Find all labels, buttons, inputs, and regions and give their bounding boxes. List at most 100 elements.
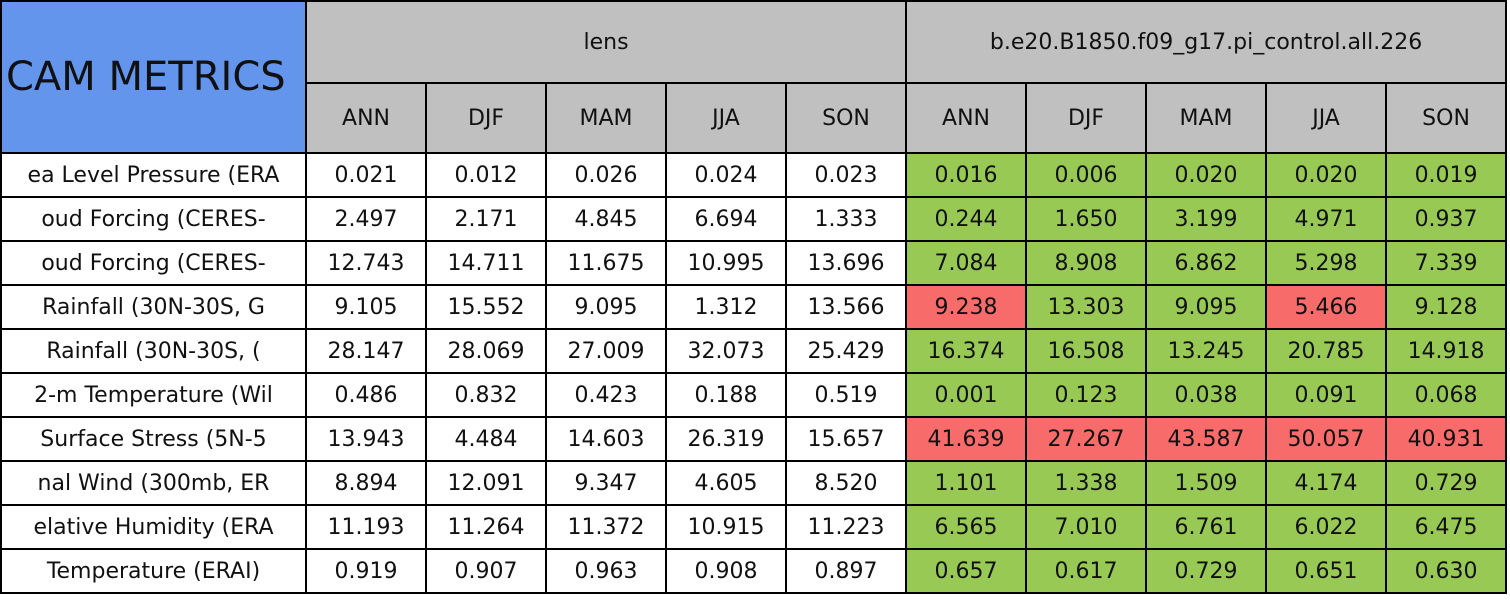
- season-header: ANN: [305, 82, 427, 154]
- value-cell: 27.267: [1025, 416, 1148, 462]
- value-cell: 15.552: [425, 284, 547, 330]
- value-cell: 9.128: [1385, 284, 1508, 330]
- value-cell: 0.023: [784, 152, 908, 198]
- value-cell: 7.084: [905, 240, 1028, 286]
- value-cell: 0.012: [425, 152, 547, 198]
- table-row: elative Humidity (ERA 11.193 11.264 11.372 1…: [0, 504, 1508, 550]
- row-label: Surface Stress (5N-5: [0, 416, 307, 462]
- value-cell: 1.333: [784, 196, 908, 242]
- table-row: ea Level Pressure (ERA 0.021 0.012 0.026 0.0…: [0, 152, 1508, 198]
- row-label: elative Humidity (ERA: [0, 504, 307, 550]
- value-cell: 13.696: [784, 240, 908, 286]
- value-cell: 0.963: [545, 548, 667, 594]
- value-cell: 1.650: [1025, 196, 1148, 242]
- table-row: 2-m Temperature (Wil 0.486 0.832 0.423 0.188…: [0, 372, 1508, 418]
- value-cell: 0.617: [1025, 548, 1148, 594]
- value-cell: 6.475: [1385, 504, 1508, 550]
- value-cell: 0.729: [1145, 548, 1268, 594]
- value-cell: 11.372: [545, 504, 667, 550]
- value-cell: 0.486: [305, 372, 427, 418]
- value-cell: 9.238: [905, 284, 1028, 330]
- group-header: b.e20.B1850.f09_g17.pi_control.all.226: [905, 0, 1508, 84]
- season-header: MAM: [545, 82, 667, 154]
- value-cell: 0.020: [1145, 152, 1268, 198]
- value-cell: 4.845: [545, 196, 667, 242]
- value-cell: 1.101: [905, 460, 1028, 506]
- value-cell: 0.937: [1385, 196, 1508, 242]
- group-header: lens: [304, 0, 908, 84]
- value-cell: 1.338: [1025, 460, 1148, 506]
- value-cell: 3.199: [1145, 196, 1268, 242]
- value-cell: 0.244: [905, 196, 1028, 242]
- value-cell: 14.918: [1385, 328, 1508, 374]
- value-cell: 0.123: [1025, 372, 1148, 418]
- value-cell: 2.171: [425, 196, 547, 242]
- value-cell: 11.675: [545, 240, 667, 286]
- season-header: SON: [1385, 82, 1508, 154]
- season-header: DJF: [1025, 82, 1148, 154]
- value-cell: 6.694: [665, 196, 787, 242]
- value-cell: 8.908: [1025, 240, 1148, 286]
- value-cell: 1.312: [665, 284, 787, 330]
- value-cell: 0.657: [905, 548, 1028, 594]
- value-cell: 28.147: [305, 328, 427, 374]
- value-cell: 4.174: [1265, 460, 1388, 506]
- table-row: oud Forcing (CERES- 2.497 2.171 4.845 6.694 1…: [0, 196, 1508, 242]
- value-cell: 41.639: [905, 416, 1028, 462]
- value-cell: 4.971: [1265, 196, 1388, 242]
- value-cell: 6.761: [1145, 504, 1268, 550]
- value-cell: 0.091: [1265, 372, 1388, 418]
- value-cell: 4.605: [665, 460, 787, 506]
- season-header: JJA: [665, 82, 787, 154]
- value-cell: 11.223: [784, 504, 908, 550]
- table-row: Surface Stress (5N-5 13.943 4.484 14.603 26.…: [0, 416, 1508, 462]
- value-cell: 16.508: [1025, 328, 1148, 374]
- row-label: ea Level Pressure (ERA: [0, 152, 307, 198]
- value-cell: 0.423: [545, 372, 667, 418]
- value-cell: 9.105: [305, 284, 427, 330]
- table-row: oud Forcing (CERES- 12.743 14.711 11.675 10.…: [0, 240, 1508, 286]
- value-cell: 0.897: [784, 548, 908, 594]
- value-cell: 25.429: [784, 328, 908, 374]
- row-label: oud Forcing (CERES-: [0, 196, 307, 242]
- value-cell: 6.565: [905, 504, 1028, 550]
- season-header: ANN: [905, 82, 1028, 154]
- value-cell: 0.068: [1385, 372, 1508, 418]
- table-row: Rainfall (30N-30S, (28.147 28.069 27.009 32…: [0, 328, 1508, 374]
- value-cell: 11.193: [305, 504, 427, 550]
- value-cell: 15.657: [784, 416, 908, 462]
- row-label: 2-m Temperature (Wil: [0, 372, 307, 418]
- corner-title: CAM METRICS: [0, 0, 307, 154]
- value-cell: 27.009: [545, 328, 667, 374]
- value-cell: 0.729: [1385, 460, 1508, 506]
- value-cell: 13.566: [784, 284, 908, 330]
- value-cell: 32.073: [665, 328, 787, 374]
- value-cell: 12.743: [305, 240, 427, 286]
- value-cell: 13.245: [1145, 328, 1268, 374]
- value-cell: 13.943: [305, 416, 427, 462]
- value-cell: 0.832: [425, 372, 547, 418]
- season-header: JJA: [1265, 82, 1388, 154]
- value-cell: 10.915: [665, 504, 787, 550]
- value-cell: 43.587: [1145, 416, 1268, 462]
- table-row: ANN DJF MAM JJA SON ANN DJF MAM JJA SON: [1, 82, 1508, 154]
- value-cell: 0.001: [905, 372, 1028, 418]
- value-cell: 12.091: [425, 460, 547, 506]
- value-cell: 20.785: [1265, 328, 1388, 374]
- value-cell: 0.919: [305, 548, 427, 594]
- table-row: Rainfall (30N-30S, G 9.105 15.552 9.095 1.31…: [0, 284, 1508, 330]
- season-header: SON: [784, 82, 908, 154]
- value-cell: 0.188: [665, 372, 787, 418]
- table-row: Temperature (ERAI) 0.919 0.907 0.963 0.908 0.…: [0, 548, 1508, 594]
- value-cell: 0.019: [1385, 152, 1508, 198]
- value-cell: 5.298: [1265, 240, 1388, 286]
- value-cell: 0.026: [545, 152, 667, 198]
- value-cell: 0.024: [665, 152, 787, 198]
- value-cell: 8.894: [305, 460, 427, 506]
- value-cell: 7.010: [1025, 504, 1148, 550]
- value-cell: 0.651: [1265, 548, 1388, 594]
- value-cell: 16.374: [905, 328, 1028, 374]
- value-cell: 8.520: [784, 460, 908, 506]
- value-cell: 1.509: [1145, 460, 1268, 506]
